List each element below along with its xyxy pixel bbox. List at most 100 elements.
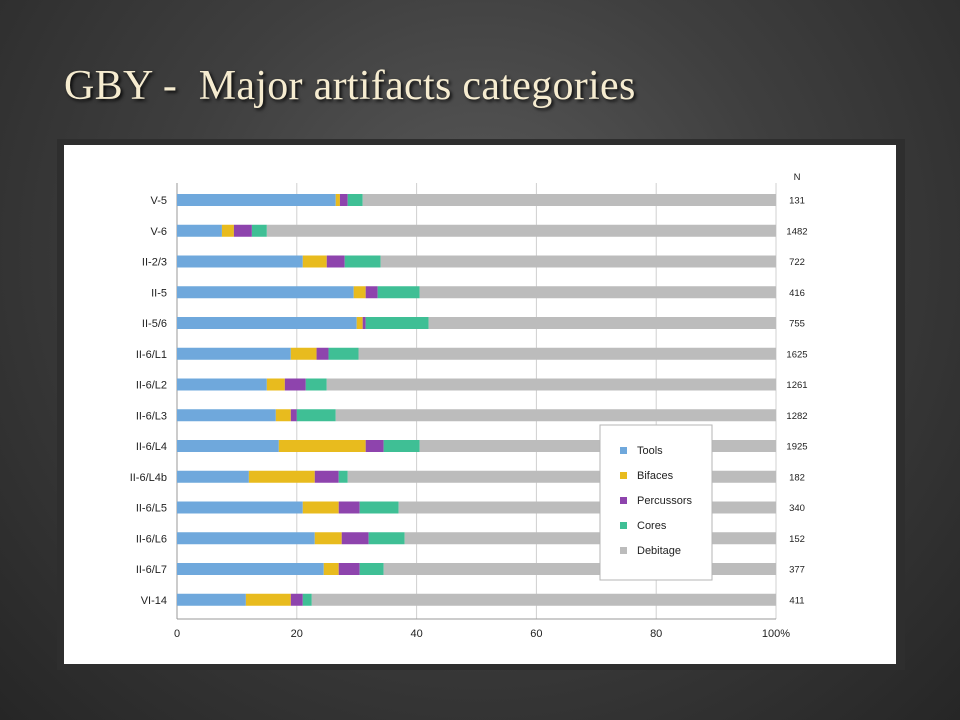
- category-label: VI-14: [141, 595, 167, 607]
- n-value: 377: [789, 565, 805, 576]
- bar-segment-bifaces: [248, 470, 315, 483]
- bar-segment-cores: [383, 440, 420, 452]
- category-label: II-5/6: [142, 318, 167, 330]
- slide-title: GBY - Major artifacts categories: [64, 63, 636, 109]
- category-labels: V-5 V-6 II-2/3 II-5 II-5/6 II-6/L1 II-6/L2 II-6…: [130, 195, 167, 607]
- bar-segment-bifaces: [335, 194, 340, 206]
- bar-segment-cores: [377, 286, 420, 299]
- n-value: 1482: [786, 226, 807, 237]
- legend-box: [599, 424, 713, 581]
- bar-segment-bifaces: [356, 317, 363, 329]
- bar-segment-cores: [359, 501, 399, 514]
- bar-segment-tools: [177, 593, 246, 606]
- bar-segment-cores: [328, 347, 359, 360]
- category-label: V-5: [150, 195, 167, 207]
- n-value: 722: [789, 257, 805, 268]
- bar-segment-bifaces: [290, 347, 317, 360]
- n-value: 416: [789, 288, 805, 299]
- x-tick-label: 0: [174, 628, 180, 640]
- bar-segment-debitage: [380, 255, 776, 268]
- bar-segment-percussors: [290, 409, 297, 422]
- legend-swatch: [620, 522, 627, 529]
- bar-segment-percussors: [338, 501, 360, 514]
- x-tick-label: 40: [410, 628, 422, 640]
- bar-segment-tools: [177, 378, 267, 391]
- bar-segment-percussors: [338, 563, 360, 575]
- legend-label: Bifaces: [637, 470, 674, 482]
- bar-segment-tools: [177, 286, 354, 299]
- category-label: II-6/L5: [136, 503, 167, 515]
- bar-segment-bifaces: [245, 593, 291, 606]
- x-tick-label: 100%: [762, 628, 790, 640]
- category-label: II-2/3: [142, 257, 167, 269]
- bar-segment-debitage: [419, 440, 776, 452]
- category-label: II-6/L2: [136, 380, 167, 392]
- bar-segment-debitage: [428, 317, 776, 329]
- bar-segment-debitage: [311, 593, 776, 606]
- bar-segment-bifaces: [314, 532, 342, 545]
- bar-segment-tools: [177, 317, 357, 329]
- category-label: V-6: [150, 226, 167, 238]
- category-label: II-5: [151, 287, 167, 299]
- bar-segment-debitage: [362, 194, 776, 206]
- legend-label: Cores: [637, 520, 667, 532]
- bar-segment-debitage: [326, 378, 776, 391]
- n-value: 131: [789, 196, 805, 207]
- legend-label: Debitage: [637, 545, 681, 557]
- n-value: 1282: [786, 411, 807, 422]
- bar-segment-tools: [177, 409, 276, 422]
- bar-segment-percussors: [362, 317, 366, 329]
- bar-segment-tools: [177, 347, 291, 360]
- category-label: II-6/L6: [136, 533, 167, 545]
- bar-segment-tools: [177, 224, 222, 237]
- legend-label: Tools: [637, 445, 663, 457]
- bar-segment-bifaces: [323, 563, 339, 575]
- bar-segment-tools: [177, 563, 324, 575]
- bar-segment-cores: [347, 194, 363, 206]
- bar-segment-percussors: [314, 470, 339, 483]
- bar-segment-cores: [251, 224, 267, 237]
- n-value: 1261: [786, 380, 807, 391]
- bar-segment-bifaces: [353, 286, 366, 299]
- bar-segment-cores: [296, 409, 336, 422]
- x-tick-label: 20: [291, 628, 303, 640]
- n-value: 152: [789, 534, 805, 545]
- n-labels: N 131 1482 722 416 755 1625 1261 1282 1925 182 340 1…: [786, 172, 807, 606]
- bar-segment-tools: [177, 470, 249, 483]
- stacked-bar-chart: V-5 V-6 II-2/3 II-5 II-5/6 II-6/L1 II-6/L2 II-6…: [130, 172, 808, 640]
- bar-segment-tools: [177, 501, 303, 514]
- bar-segment-tools: [177, 194, 336, 206]
- bar-segment-percussors: [326, 255, 345, 268]
- legend: Tools Bifaces Percussors Cores Debitage: [599, 424, 713, 581]
- n-value: 411: [789, 595, 804, 606]
- bar-segment-debitage: [358, 347, 776, 360]
- legend-swatch: [620, 547, 627, 554]
- bar-segment-cores: [359, 563, 384, 575]
- bar-segment-cores: [338, 470, 348, 483]
- legend-swatch: [620, 497, 627, 504]
- bar-segment-percussors: [316, 347, 329, 360]
- legend-swatch: [620, 472, 627, 479]
- bar-segment-tools: [177, 440, 279, 452]
- x-tick-label: 80: [650, 628, 662, 640]
- n-value: 182: [789, 472, 805, 483]
- bar-segment-percussors: [365, 286, 378, 299]
- bar-segment-bifaces: [275, 409, 291, 422]
- bar-segment-percussors: [365, 440, 384, 452]
- bar-segment-debitage: [266, 224, 776, 237]
- bar-segment-bifaces: [266, 378, 285, 391]
- x-axis-tick-labels: 0 20 40 60 80 100%: [174, 628, 790, 640]
- bar-segment-debitage: [383, 563, 776, 575]
- bar-segment-percussors: [233, 224, 252, 237]
- category-label: II-6/L4: [136, 441, 167, 453]
- n-header: N: [794, 172, 801, 183]
- n-value: 340: [789, 503, 805, 514]
- bar-segment-debitage: [335, 409, 776, 422]
- category-label: II-6/L7: [136, 564, 167, 576]
- bar-segment-cores: [305, 378, 327, 391]
- bar-segment-cores: [302, 593, 312, 606]
- bar-segment-cores: [344, 255, 381, 268]
- bars: [177, 194, 776, 606]
- chart-panel: V-5 V-6 II-2/3 II-5 II-5/6 II-6/L1 II-6/L2 II-6…: [64, 145, 896, 664]
- bar-segment-percussors: [290, 593, 303, 606]
